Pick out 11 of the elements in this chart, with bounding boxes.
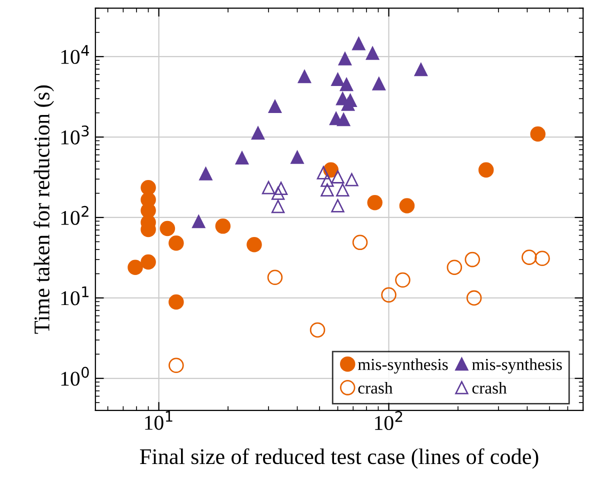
y-tick-label: 10$^{3}$ (61, 125, 89, 144)
y-tick-label: 10$^{1}$ (61, 286, 88, 306)
legend-label: mis-synthesis (472, 358, 562, 374)
y-tick-label: 10$^{4}$ (61, 45, 90, 64)
x-axis-title: Final size of reduced test case (lines of code) (140, 448, 538, 469)
legend-label: crash (358, 382, 393, 394)
y-tick-label: 10$^{2}$ (61, 206, 88, 225)
legend-label: crash (472, 382, 507, 394)
y-axis-title: Time taken for reduction (s) (34, 85, 54, 334)
legend-label: mis-synthesis (358, 358, 448, 374)
y-tick-label: 10$^{0}$ (61, 366, 89, 386)
